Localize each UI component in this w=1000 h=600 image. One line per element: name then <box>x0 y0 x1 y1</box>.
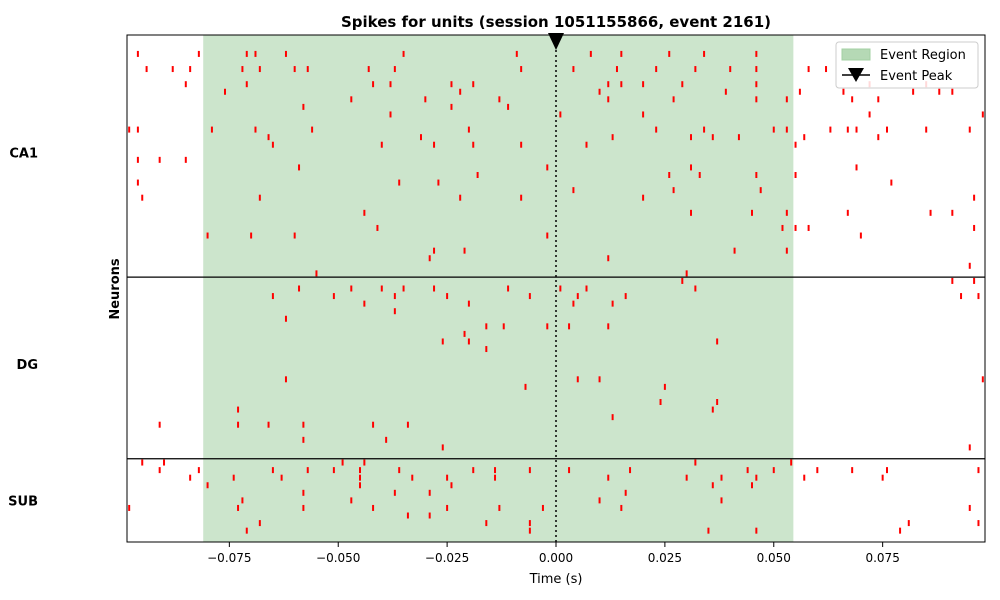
y-axis-label: Neurons <box>108 258 123 320</box>
x-tick-label: −0.075 <box>207 551 251 565</box>
legend-event-peak-marker <box>848 68 864 82</box>
y-axis-region-labels: CA1 DG SUB <box>8 146 38 509</box>
x-tick-label: 0.025 <box>648 551 682 565</box>
region-label-sub: SUB <box>8 494 38 509</box>
region-label-ca1: CA1 <box>9 146 38 161</box>
legend-event-region-swatch <box>841 48 871 61</box>
region-separators <box>127 276 985 460</box>
event-region-band <box>203 35 794 542</box>
chart-title: Spikes for units (session 1051155866, ev… <box>341 13 771 31</box>
event-peak-marker <box>548 33 564 50</box>
x-tick-label: −0.050 <box>316 551 360 565</box>
legend-event-region-label: Event Region <box>880 48 966 63</box>
x-tick-label: 0.075 <box>865 551 899 565</box>
x-axis-label: Time (s) <box>529 572 583 587</box>
x-tick-label: 0.050 <box>757 551 791 565</box>
legend-event-peak-label: Event Peak <box>880 69 953 84</box>
legend-box <box>835 41 979 89</box>
spikes-layer <box>128 50 984 534</box>
x-tick-label: 0.000 <box>539 551 573 565</box>
x-tick-label: −0.025 <box>425 551 469 565</box>
x-axis-ticks: −0.075 −0.050 −0.025 0.000 0.025 0.050 0.075 <box>207 542 900 565</box>
region-label-dg: DG <box>17 358 38 373</box>
legend: Event Region Event Peak <box>835 41 979 89</box>
